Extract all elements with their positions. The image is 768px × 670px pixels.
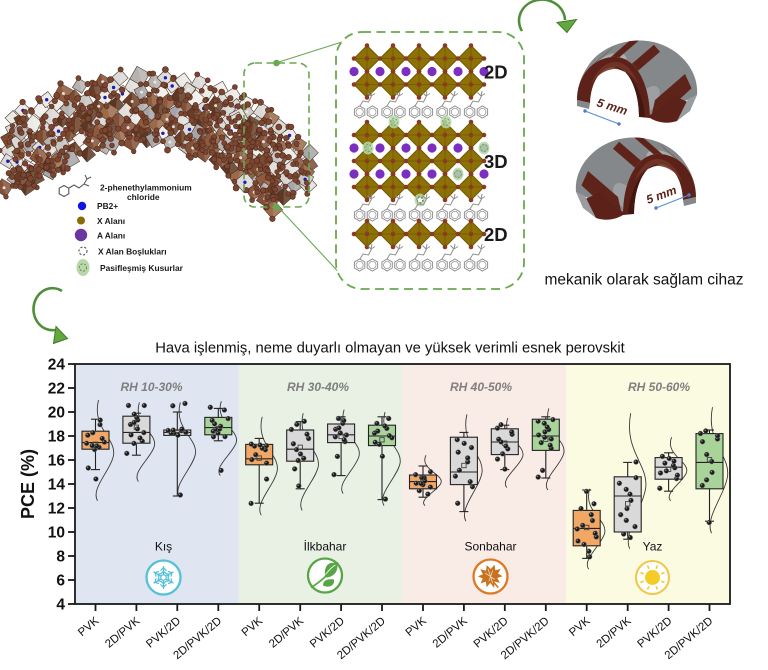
svg-text:PVK/2D: PVK/2D [144, 615, 183, 650]
svg-text:Yaz: Yaz [643, 540, 663, 554]
svg-text:PVK: PVK [240, 615, 266, 639]
svg-text:2D: 2D [484, 62, 508, 83]
svg-text:24: 24 [48, 357, 66, 374]
svg-text:3D: 3D [484, 151, 508, 172]
svg-text:2D/PVK: 2D/PVK [267, 615, 306, 651]
svg-text:İlkbahar: İlkbahar [304, 540, 347, 554]
svg-text:2D/PVK: 2D/PVK [595, 615, 634, 651]
svg-text:5 mm: 5 mm [595, 95, 629, 118]
svg-text:2D/PVK: 2D/PVK [431, 615, 470, 651]
svg-text:6: 6 [56, 573, 65, 590]
svg-text:16: 16 [48, 453, 66, 470]
svg-text:X Alan Boşlukları: X Alan Boşlukları [98, 247, 167, 257]
svg-text:A Alanı: A Alanı [97, 231, 125, 241]
svg-text:mekanik olarak sağlam cihaz: mekanik olarak sağlam cihaz [544, 272, 743, 289]
svg-text:8: 8 [56, 549, 65, 566]
svg-text:PVK: PVK [76, 615, 102, 639]
svg-text:PVK/2D: PVK/2D [635, 615, 674, 650]
svg-text:Hava işlenmiş, neme duyarlı ol: Hava işlenmiş, neme duyarlı olmayan ve y… [155, 341, 625, 357]
svg-text:22: 22 [48, 381, 65, 398]
svg-text:20: 20 [48, 405, 65, 422]
svg-text:18: 18 [48, 429, 66, 446]
svg-text:PVK/2D: PVK/2D [472, 615, 511, 650]
svg-text:PCE (%): PCE (%) [18, 449, 38, 519]
svg-text:PVK/2D: PVK/2D [308, 615, 347, 650]
svg-text:5 mm: 5 mm [644, 183, 679, 207]
svg-text:chloride: chloride [127, 192, 160, 202]
svg-text:10: 10 [48, 525, 65, 542]
svg-text:12: 12 [48, 501, 65, 518]
svg-text:PB2+: PB2+ [97, 201, 118, 211]
svg-text:Sonbahar: Sonbahar [464, 540, 516, 554]
svg-text:RH 50-60%: RH 50-60% [628, 380, 690, 394]
svg-text:2-phenethylammonium: 2-phenethylammonium [100, 183, 192, 193]
svg-text:PVK: PVK [404, 615, 430, 639]
svg-text:RH 30-40%: RH 30-40% [287, 380, 349, 394]
svg-text:2D/PVK: 2D/PVK [103, 615, 142, 651]
svg-text:2D: 2D [484, 224, 508, 245]
svg-text:RH 10-30%: RH 10-30% [120, 380, 182, 394]
svg-text:PVK: PVK [567, 615, 593, 639]
svg-text:X Alanı: X Alanı [97, 216, 125, 226]
svg-text:Kış: Kış [155, 540, 172, 554]
svg-text:4: 4 [56, 597, 65, 614]
svg-text:14: 14 [48, 477, 66, 494]
svg-text:Pasifleşmiş Kusurlar: Pasifleşmiş Kusurlar [100, 263, 184, 273]
svg-text:RH 40-50%: RH 40-50% [450, 380, 512, 394]
